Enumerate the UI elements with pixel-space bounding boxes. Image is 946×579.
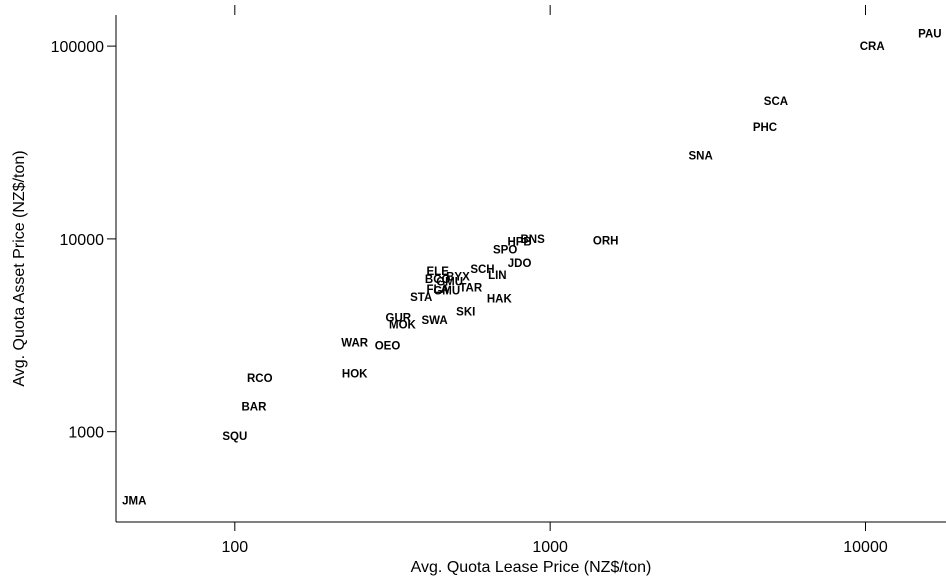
data-point-label: WAR: [341, 338, 369, 350]
x-tick-label: 1000: [532, 539, 568, 556]
data-point-label: SCH: [470, 264, 494, 276]
data-point-label: BYX: [446, 271, 470, 283]
data-point-label: SNA: [688, 151, 712, 163]
data-point-label: SQU: [222, 431, 247, 443]
data-point-label: TAR: [459, 282, 482, 294]
data-point-label: HPB: [507, 236, 531, 248]
data-point-label: JMA: [122, 495, 146, 507]
ticks-layer: 100 1000 10000 1000 10000 100000: [51, 5, 888, 556]
data-point-label: SWA: [421, 315, 447, 327]
data-point-label: GUR: [386, 313, 412, 325]
data-point-label: FLA: [427, 284, 449, 296]
y-axis-title: Avg. Quota Asset Price (NZ$/ton): [11, 150, 28, 386]
data-point-label: JDO: [508, 258, 532, 270]
data-point-label: BAR: [241, 402, 267, 414]
y-tick-label: 1000: [68, 425, 104, 442]
x-axis-title: Avg. Quota Lease Price (NZ$/ton): [411, 559, 652, 576]
data-point-label: GMU: [436, 277, 463, 289]
data-point-label: GMU: [433, 285, 460, 297]
data-point-label: ELE: [427, 266, 450, 278]
data-point-label: MOK: [389, 319, 417, 331]
data-point-label: BCO: [425, 274, 451, 286]
data-point-label: HOK: [342, 369, 368, 381]
points-layer: PAUCRASCAPHCSNAORHBNSHPBSPOJDOSCHLINELEB…: [122, 29, 941, 508]
data-point-label: PHC: [753, 122, 777, 134]
x-tick-label: 10000: [843, 539, 888, 556]
data-point-label: SCA: [764, 96, 788, 108]
data-point-label: PAU: [918, 29, 941, 41]
data-point-label: HAK: [487, 294, 513, 306]
data-point-label: SKI: [456, 307, 475, 319]
data-point-label: CRA: [860, 41, 885, 53]
data-point-label: ORH: [593, 236, 619, 248]
data-point-label: LIN: [488, 270, 507, 282]
axes-layer: [115, 15, 946, 523]
data-point-label: SPO: [493, 245, 517, 257]
y-tick-label: 10000: [60, 232, 105, 249]
data-point-label: BNS: [521, 234, 546, 246]
data-point-label: RCO: [247, 373, 273, 385]
x-tick-label: 100: [221, 539, 248, 556]
data-point-label: OEO: [375, 340, 401, 352]
y-tick-label: 100000: [51, 39, 104, 56]
data-point-label: STA: [410, 292, 432, 304]
